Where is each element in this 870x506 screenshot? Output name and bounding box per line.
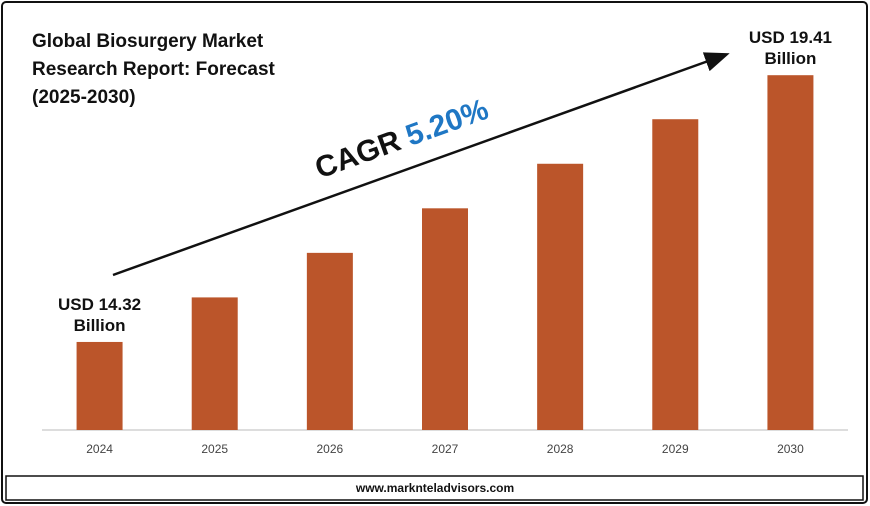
x-tick-label: 2026 bbox=[317, 442, 344, 456]
bar bbox=[76, 341, 123, 430]
x-tick-label: 2024 bbox=[86, 442, 113, 456]
x-tick-label: 2028 bbox=[547, 442, 574, 456]
bar bbox=[306, 252, 353, 430]
bar bbox=[422, 208, 468, 430]
value-label: USD 14.32 Billion bbox=[57, 294, 142, 335]
bar bbox=[191, 297, 238, 430]
x-tick-label: 2030 bbox=[777, 442, 804, 456]
x-tick-label: 2025 bbox=[201, 442, 228, 456]
bar bbox=[537, 163, 584, 430]
x-tick-label: 2027 bbox=[432, 442, 459, 456]
x-tick-label: 2029 bbox=[662, 442, 689, 456]
cagr-arrow bbox=[112, 52, 730, 277]
value-label: USD 19.41 Billion bbox=[748, 28, 832, 69]
bar bbox=[652, 119, 699, 431]
bar bbox=[767, 75, 814, 430]
footer-box bbox=[5, 475, 864, 501]
chart-title: Global Biosurgery Market Research Report… bbox=[32, 31, 275, 108]
footer: www.marknteladvisors.com bbox=[355, 481, 514, 495]
